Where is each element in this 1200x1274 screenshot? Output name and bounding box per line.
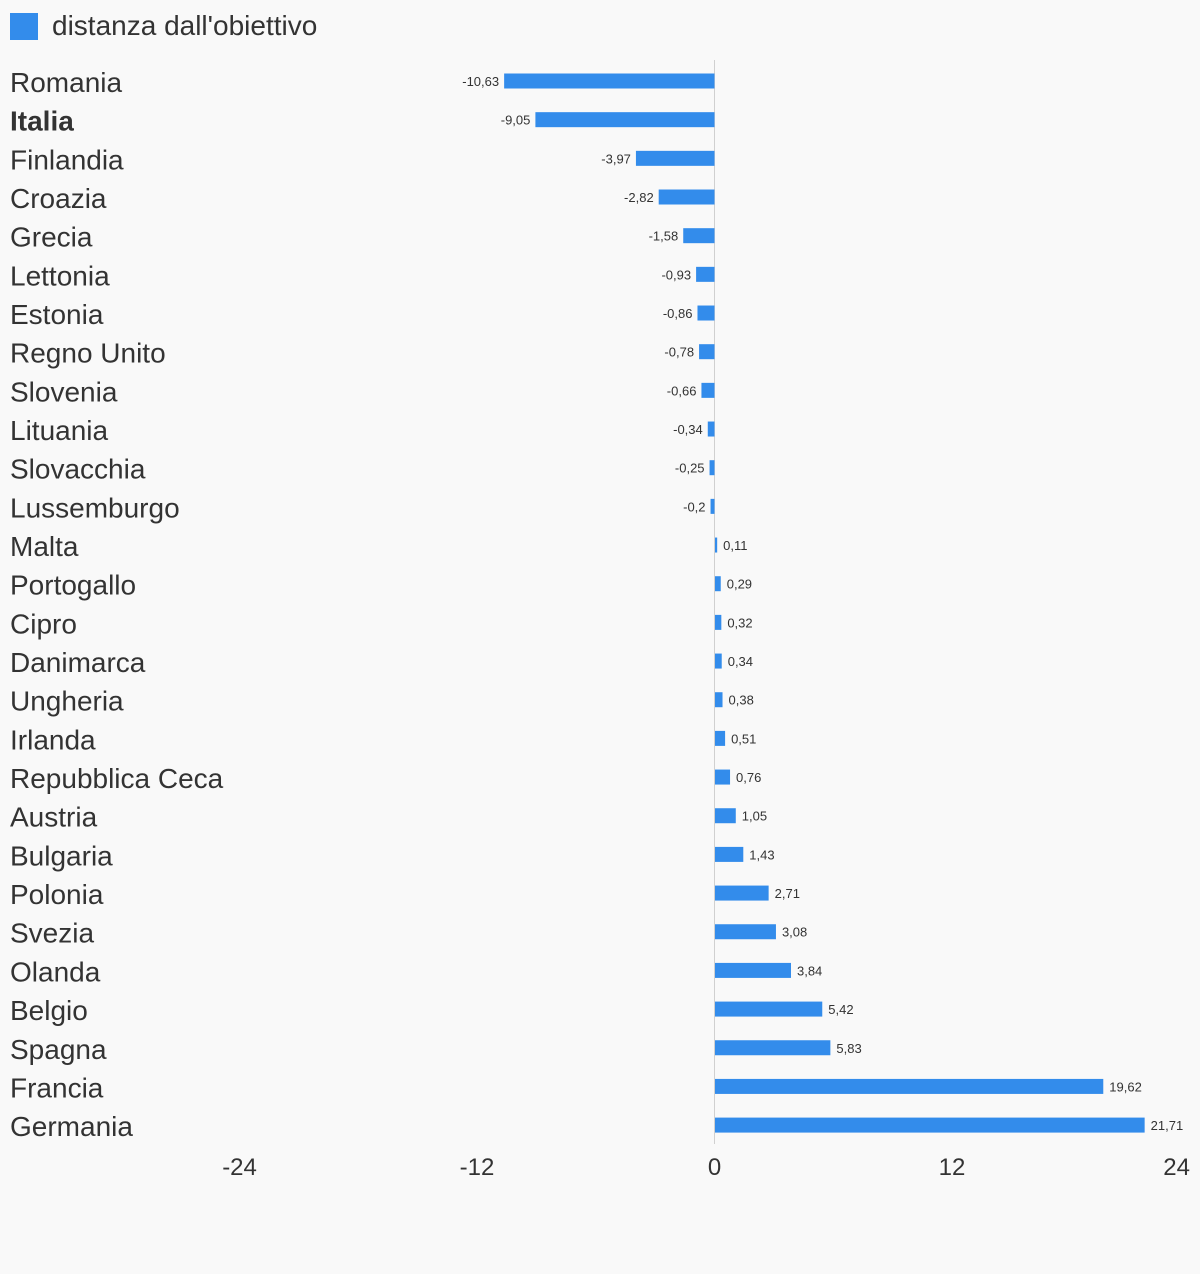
bar [715,730,726,746]
bar [715,1040,831,1056]
x-tick-label: 24 [1163,1154,1190,1181]
category-label: Slovenia [10,376,118,407]
category-label: Ungheria [10,686,124,717]
category-label: Repubblica Ceca [10,763,224,794]
value-label: 1,43 [749,847,774,862]
category-label: Danimarca [10,647,146,678]
category-label: Malta [10,531,79,562]
value-label: -2,82 [624,190,654,205]
value-label: -0,2 [683,499,705,514]
bar [710,498,715,514]
value-label: -1,58 [649,229,679,244]
category-label: Lussemburgo [10,492,180,523]
value-label: 3,08 [782,925,807,940]
value-label: -0,93 [661,267,691,282]
category-label: Romania [10,67,122,98]
bar [715,614,722,630]
category-label: Estonia [10,299,104,330]
category-label: Cipro [10,608,77,639]
bar [658,189,715,205]
bar [535,112,715,128]
value-label: 0,38 [729,693,754,708]
category-label: Irlanda [10,724,96,755]
category-label: Italia [10,106,74,137]
value-label: 0,51 [731,731,756,746]
bar [697,305,715,321]
legend-swatch [10,12,38,40]
x-tick-label: -24 [222,1154,257,1181]
x-tick-label: 12 [939,1154,966,1181]
value-label: 5,42 [828,1002,853,1017]
bar [699,344,715,360]
x-tick-label: -12 [460,1154,495,1181]
bar [709,460,715,476]
category-label: Polonia [10,879,104,910]
value-label: 0,76 [736,770,761,785]
bar [696,266,715,282]
category-label: Germania [10,1111,133,1142]
bar [715,537,718,553]
category-label: Francia [10,1072,104,1103]
value-label: 1,05 [742,809,767,824]
value-label: 0,32 [727,615,752,630]
value-label: 0,29 [727,577,752,592]
value-label: -3,97 [601,151,631,166]
category-label: Spagna [10,1034,107,1065]
category-label: Croazia [10,183,107,214]
bar [715,1078,1104,1094]
value-label: -0,86 [663,306,693,321]
value-label: -0,25 [675,461,705,476]
category-label: Belgio [10,995,88,1026]
legend: distanza dall'obiettivo [10,10,317,42]
bar [504,73,715,89]
category-label: Regno Unito [10,338,166,369]
value-label: -0,78 [664,345,694,360]
value-label: -0,34 [673,422,703,437]
bar [715,846,744,862]
bar [715,576,721,592]
category-label: Bulgaria [10,840,113,871]
category-label: Finlandia [10,144,124,175]
value-label: -9,05 [501,113,531,128]
x-tick-label: 0 [708,1154,721,1181]
bar [715,692,723,708]
value-label: 2,71 [775,886,800,901]
bar [715,653,722,669]
value-label: 19,62 [1109,1079,1142,1094]
value-label: -10,63 [462,74,499,89]
bar [715,1001,823,1017]
bar [715,808,736,824]
bar [715,962,791,978]
category-label: Lettonia [10,260,110,291]
bar [715,885,769,901]
bar [635,150,715,166]
bar [715,1117,1145,1133]
value-label: 0,34 [728,654,753,669]
category-label: Austria [10,802,98,833]
value-label: -0,66 [667,383,697,398]
category-label: Svezia [10,918,94,949]
value-label: 5,83 [836,1041,861,1056]
category-label: Portogallo [10,570,136,601]
value-label: 0,11 [723,538,747,553]
category-label: Lituania [10,415,109,446]
value-label: 21,71 [1151,1118,1184,1133]
bar [715,769,731,785]
category-label: Slovacchia [10,454,146,485]
legend-label: distanza dall'obiettivo [52,10,318,41]
bar [701,382,715,398]
bar [715,924,776,940]
bar [707,421,715,437]
category-label: Olanda [10,956,101,987]
value-label: 3,84 [797,963,822,978]
category-label: Grecia [10,222,93,253]
bar [683,228,715,244]
